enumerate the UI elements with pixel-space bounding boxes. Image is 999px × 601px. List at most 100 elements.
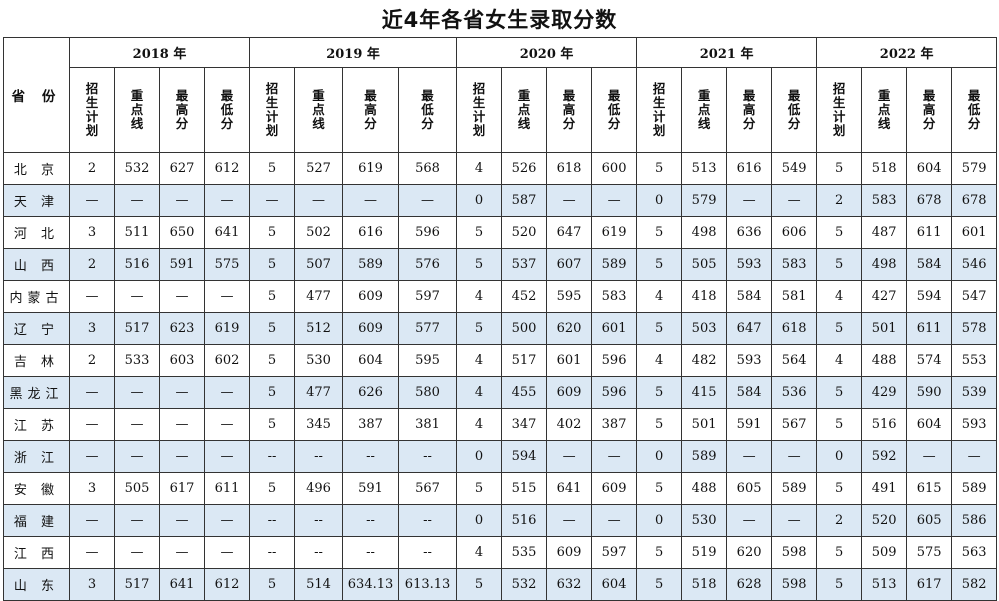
score-cell: 618	[546, 152, 593, 185]
table-row: 北 京 2 532 627 612 5 527 619 568 4 526 618 600 5 513 616…	[3, 152, 998, 185]
score-cell: 611	[906, 216, 953, 249]
score-cell: —	[726, 504, 773, 537]
score-cell: 600	[591, 152, 638, 185]
score-cell: --	[294, 536, 344, 569]
score-cell: 415	[681, 376, 728, 409]
score-cell: 581	[771, 280, 818, 313]
table-row: 安 徽 3 505 617 611 5 496 591 567 5 515 641 609 5 488 605…	[3, 472, 998, 505]
column-header: 最高分	[546, 67, 593, 153]
score-cell: --	[342, 440, 400, 473]
score-cell: 4	[456, 536, 503, 569]
score-cell: 604	[342, 344, 400, 377]
score-cell: 603	[159, 344, 205, 377]
score-table: 省 份 2018 年 2019 年 2020 年 2021 年 2022 年 招…	[3, 37, 998, 601]
score-cell: 617	[906, 568, 953, 601]
province-cell: 江 西	[3, 536, 70, 569]
score-cell: 5	[816, 376, 863, 409]
score-cell: 520	[501, 216, 548, 249]
score-cell: 641	[159, 568, 205, 601]
score-cell: 429	[861, 376, 908, 409]
score-cell: 605	[906, 504, 953, 537]
score-cell: 5	[636, 472, 683, 505]
score-cell: 589	[681, 440, 728, 473]
score-cell: --	[342, 504, 400, 537]
score-cell: 601	[546, 344, 593, 377]
score-cell: —	[69, 376, 115, 409]
score-cell: 583	[771, 248, 818, 281]
score-cell: 2	[69, 152, 115, 185]
score-cell: 5	[636, 376, 683, 409]
score-cell: 619	[591, 216, 638, 249]
province-header: 省 份	[3, 37, 70, 153]
score-cell: 641	[546, 472, 593, 505]
column-header: 最高分	[906, 67, 953, 153]
score-cell: 678	[951, 184, 998, 217]
column-header: 最高分	[342, 67, 400, 153]
score-cell: 0	[816, 440, 863, 473]
score-cell: 517	[501, 344, 548, 377]
score-cell: 609	[342, 312, 400, 345]
score-cell: 612	[203, 568, 251, 601]
score-cell: 574	[906, 344, 953, 377]
score-cell: —	[906, 440, 953, 473]
score-cell: —	[114, 184, 160, 217]
table-row: 江 苏 — — — —5 345 387 381 4 347 402 387 5 501 591 567 5 51…	[3, 408, 998, 441]
column-header: 招生计划	[456, 67, 503, 153]
score-cell: 547	[951, 280, 998, 313]
score-cell: 345	[294, 408, 344, 441]
score-cell: 589	[951, 472, 998, 505]
score-cell: 617	[159, 472, 205, 505]
column-header: 招生计划	[249, 67, 296, 153]
score-cell: —	[203, 440, 251, 473]
score-cell: 564	[771, 344, 818, 377]
score-cell: 505	[114, 472, 160, 505]
score-cell: 604	[906, 408, 953, 441]
score-cell: 5	[636, 408, 683, 441]
page-title: 近4年各省女生录取分数	[381, 8, 618, 32]
score-cell: 0	[456, 184, 503, 217]
score-cell: 5	[456, 568, 503, 601]
year-header: 2018 年	[68, 37, 251, 68]
score-cell: 2	[816, 184, 863, 217]
column-header: 招生计划	[816, 67, 863, 153]
province-cell: 福 建	[3, 504, 70, 537]
score-cell: —	[203, 280, 251, 313]
score-cell: —	[69, 184, 115, 217]
province-cell: 北 京	[3, 152, 70, 185]
table-row: 内蒙古 — — — —5 477 609 597 4 452 595 583 4 418 584 581 4 42…	[3, 280, 998, 313]
score-cell: 586	[951, 504, 998, 537]
score-cell: —	[591, 504, 638, 537]
score-cell: —	[546, 440, 593, 473]
table-row: 天 津 — — — — — — — —0 587— —0 579— —2 583 678 678	[3, 184, 998, 217]
score-cell: 4	[636, 344, 683, 377]
score-cell: --	[249, 536, 296, 569]
column-header: 最高分	[726, 67, 773, 153]
score-cell: 601	[951, 216, 998, 249]
score-cell: 601	[591, 312, 638, 345]
score-cell: 516	[114, 248, 160, 281]
score-cell: 546	[951, 248, 998, 281]
score-cell: 533	[114, 344, 160, 377]
score-cell: 418	[681, 280, 728, 313]
score-cell: —	[114, 536, 160, 569]
score-cell: 505	[681, 248, 728, 281]
score-cell: —	[771, 184, 818, 217]
score-cell: 0	[636, 504, 683, 537]
table-row: 黑龙江 — — — —5 477 626 580 4 455 609 596 5 415 584 536 5 42…	[3, 376, 998, 409]
score-cell: 605	[726, 472, 773, 505]
year-header-row: 省 份 2018 年 2019 年 2020 年 2021 年 2022 年	[3, 37, 998, 153]
score-cell: —	[69, 440, 115, 473]
score-cell: 678	[906, 184, 953, 217]
score-cell: 517	[114, 568, 160, 601]
score-cell: —	[591, 440, 638, 473]
score-cell: 516	[861, 408, 908, 441]
score-cell: —	[726, 184, 773, 217]
score-cell: 488	[861, 344, 908, 377]
score-cell: 4	[456, 376, 503, 409]
province-cell: 河 北	[3, 216, 70, 249]
score-cell: 4	[456, 408, 503, 441]
score-cell: 5	[636, 216, 683, 249]
score-cell: 5	[636, 312, 683, 345]
score-cell: 5	[636, 536, 683, 569]
score-cell: 507	[294, 248, 344, 281]
